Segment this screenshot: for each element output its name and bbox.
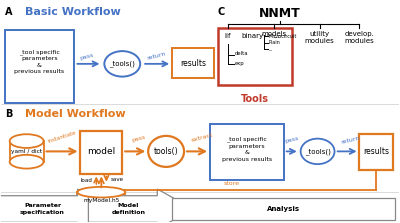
Polygon shape [10,141,44,162]
Text: store: store [224,181,240,186]
Text: myModel.h5: myModel.h5 [83,198,120,203]
FancyBboxPatch shape [360,134,393,170]
FancyBboxPatch shape [210,124,284,180]
Text: model: model [87,147,116,156]
Ellipse shape [104,51,140,76]
Text: utility
modules: utility modules [305,31,334,44]
Text: load: load [80,178,92,183]
Text: Basic Workflow: Basic Workflow [25,7,120,17]
Text: return: return [146,52,166,62]
Text: ...: ... [269,47,274,52]
Text: ...: ... [274,33,280,39]
Text: binary: binary [242,33,264,39]
FancyBboxPatch shape [88,189,193,223]
Ellipse shape [148,136,184,167]
FancyBboxPatch shape [80,131,122,173]
Text: Plain: Plain [269,40,281,45]
Text: _tool specific
parameters
&
previous results: _tool specific parameters & previous res… [222,136,272,162]
Text: pass: pass [79,53,94,62]
Text: _tools(): _tools() [109,60,135,67]
Text: A: A [5,7,12,17]
Text: pass: pass [131,135,146,143]
Text: instantiate: instantiate [48,130,77,144]
Text: delta: delta [235,51,248,56]
Text: lif: lif [224,33,230,39]
Text: _tools(): _tools() [305,148,330,155]
Text: tools(): tools() [154,147,178,156]
Text: return: return [341,135,361,145]
FancyBboxPatch shape [172,48,214,78]
FancyBboxPatch shape [0,189,114,223]
Text: NNMT: NNMT [259,7,300,20]
Text: save: save [110,177,123,182]
Text: models: models [261,31,286,37]
Text: Analysis: Analysis [267,206,300,212]
Text: extract: extract [190,133,214,143]
Ellipse shape [10,134,44,148]
FancyBboxPatch shape [172,198,395,220]
Text: _tool specific
parameters
&
previous results: _tool specific parameters & previous res… [14,49,65,74]
Text: Model Workflow: Model Workflow [25,109,125,119]
Text: yaml / dict: yaml / dict [11,149,42,154]
Text: develop.
modules: develop. modules [344,31,374,44]
Text: B: B [5,109,12,119]
Ellipse shape [78,187,125,198]
Text: Parameter
specification: Parameter specification [20,203,65,215]
Text: results: results [363,147,389,156]
Text: results: results [180,59,206,68]
Ellipse shape [10,155,44,169]
Ellipse shape [78,203,125,213]
Text: pass: pass [284,136,299,144]
Text: Model
definition: Model definition [111,203,145,215]
Text: Microcircuit: Microcircuit [269,34,297,39]
Text: Tools: Tools [241,94,269,104]
Polygon shape [78,192,125,208]
FancyBboxPatch shape [218,28,292,85]
Text: C: C [218,7,225,17]
Text: exp: exp [235,61,245,66]
Ellipse shape [301,139,334,164]
FancyBboxPatch shape [5,29,74,103]
